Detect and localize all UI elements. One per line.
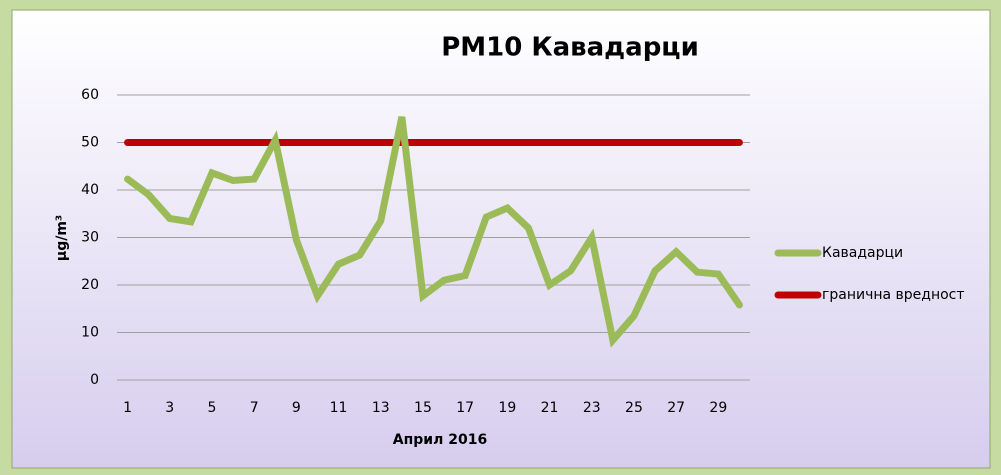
y-tick-label: 30 <box>81 230 99 246</box>
legend-label: Кавадарци <box>822 245 903 261</box>
y-tick-label: 20 <box>81 277 99 293</box>
y-axis-label: µg/m³ <box>54 215 70 261</box>
x-tick-label: 11 <box>330 400 348 416</box>
x-tick-label: 21 <box>541 400 559 416</box>
x-tick-label: 19 <box>498 400 516 416</box>
chart-area <box>11 9 991 469</box>
x-tick-label: 1 <box>123 400 132 416</box>
x-axis-label: Април 2016 <box>393 432 487 448</box>
y-tick-label: 10 <box>81 325 99 341</box>
y-tick-label: 0 <box>90 372 99 388</box>
x-tick-label: 3 <box>165 400 174 416</box>
legend-label: гранична вредност <box>822 287 965 303</box>
x-tick-label: 27 <box>667 400 685 416</box>
x-tick-label: 9 <box>292 400 301 416</box>
y-tick-label: 40 <box>81 182 99 198</box>
series-line <box>124 116 743 348</box>
x-tick-label: 7 <box>250 400 259 416</box>
x-tick-label: 23 <box>583 400 601 416</box>
chart-title: PM10 Кавадарци <box>441 33 699 63</box>
x-tick-label: 25 <box>625 400 643 416</box>
x-tick-label: 5 <box>207 400 216 416</box>
y-tick-label: 60 <box>81 87 99 103</box>
x-tick-label: 15 <box>414 400 432 416</box>
x-tick-label: 17 <box>456 400 474 416</box>
x-tick-label: 29 <box>709 400 727 416</box>
y-tick-label: 50 <box>81 135 99 151</box>
x-tick-label: 13 <box>372 400 390 416</box>
